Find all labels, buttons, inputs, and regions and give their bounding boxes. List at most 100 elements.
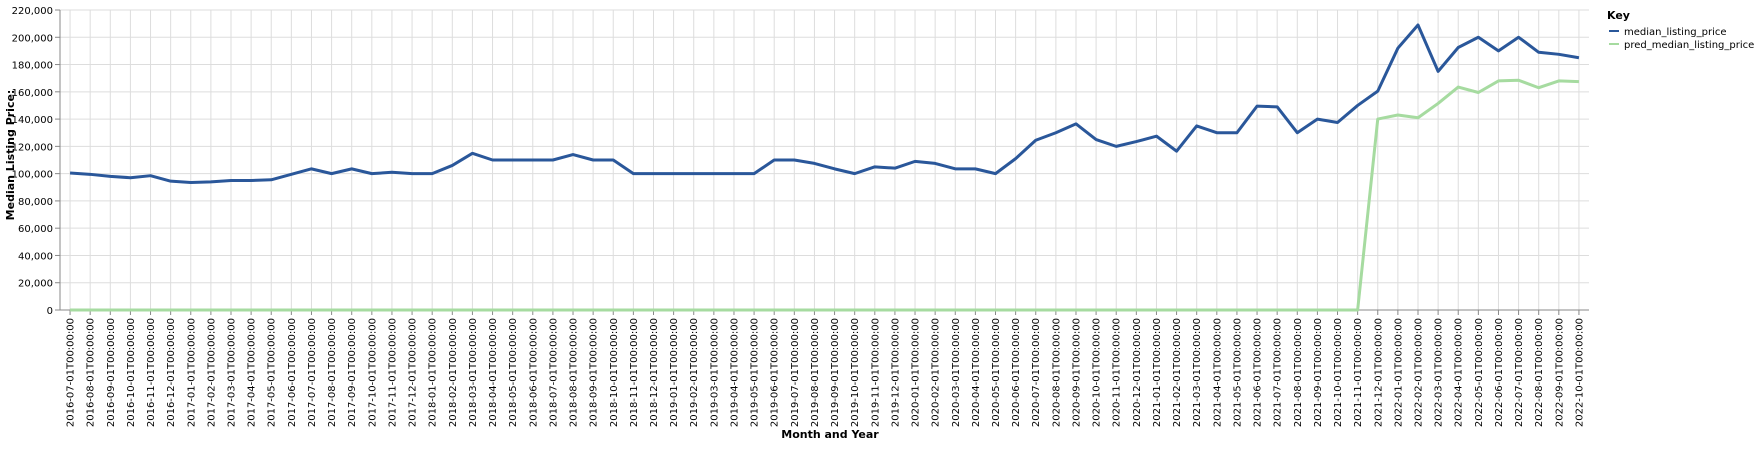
x-tick-label: 2020-03-01T00:00:00 — [951, 318, 962, 427]
legend: Key median_listing_price pred_median_list… — [1607, 9, 1754, 51]
axis-labels: Month and Year Median Listing Price: — [4, 90, 879, 441]
x-tick-label: 2022-02-01T00:00:00 — [1413, 318, 1424, 427]
x-tick-label: 2020-11-01T00:00:00 — [1112, 318, 1123, 427]
x-tick-label: 2021-10-01T00:00:00 — [1333, 318, 1344, 427]
x-tick-label: 2018-01-01T00:00:00 — [428, 318, 439, 427]
x-tick-label: 2020-05-01T00:00:00 — [991, 318, 1002, 427]
x-tick-label: 2022-10-01T00:00:00 — [1574, 318, 1585, 427]
x-tick-label: 2018-06-01T00:00:00 — [528, 318, 539, 427]
x-tick-label: 2019-10-01T00:00:00 — [850, 318, 861, 427]
series-line-pred-median-listing-price — [70, 78, 1579, 312]
x-tick-label: 2022-03-01T00:00:00 — [1434, 318, 1445, 427]
y-tick-label: 140,000 — [12, 115, 53, 126]
x-tick-label: 2017-10-01T00:00:00 — [367, 318, 378, 427]
y-axis-title: Median Listing Price: — [4, 90, 17, 221]
gridlines — [60, 9, 1589, 311]
x-tick-label: 2017-06-01T00:00:00 — [287, 318, 298, 427]
x-tick-label: 2021-04-01T00:00:00 — [1212, 318, 1223, 427]
x-axis-title: Month and Year — [781, 428, 879, 441]
x-tick-label: 2021-01-01T00:00:00 — [1152, 318, 1163, 427]
x-tick-label: 2021-06-01T00:00:00 — [1253, 318, 1264, 427]
legend-title: Key — [1607, 9, 1630, 22]
y-tick-label: 40,000 — [18, 251, 53, 262]
x-tick-label: 2017-09-01T00:00:00 — [347, 318, 358, 427]
x-tick-label: 2018-08-01T00:00:00 — [569, 318, 580, 427]
x-tick-label: 2018-12-01T00:00:00 — [649, 318, 660, 427]
legend-label: median_listing_price — [1624, 27, 1727, 38]
x-tick-label: 2019-08-01T00:00:00 — [810, 318, 821, 427]
x-tick-label: 2016-07-01T00:00:00 — [66, 318, 77, 427]
x-tick-label: 2019-11-01T00:00:00 — [870, 318, 881, 427]
x-tick-label: 2020-07-01T00:00:00 — [1031, 318, 1042, 427]
y-tick-label: 100,000 — [12, 170, 53, 181]
x-tick-label: 2018-11-01T00:00:00 — [629, 318, 640, 427]
x-tick-label: 2016-11-01T00:00:00 — [146, 318, 157, 427]
x-tick-label: 2022-09-01T00:00:00 — [1554, 318, 1565, 427]
x-tick-label: 2020-02-01T00:00:00 — [931, 318, 942, 427]
x-tick-label: 2019-07-01T00:00:00 — [790, 318, 801, 427]
x-tick-label: 2018-02-01T00:00:00 — [448, 318, 459, 427]
x-tick-label: 2018-09-01T00:00:00 — [589, 318, 600, 427]
x-tick-label: 2017-03-01T00:00:00 — [227, 318, 238, 427]
legend-entries: median_listing_price pred_median_listing_… — [1609, 27, 1754, 51]
x-tick-label: 2021-03-01T00:00:00 — [1192, 318, 1203, 427]
x-tick-label: 2017-12-01T00:00:00 — [408, 318, 419, 427]
y-tick-label: 120,000 — [12, 142, 53, 153]
x-tick-label: 2017-02-01T00:00:00 — [206, 318, 217, 427]
x-tick-label: 2018-03-01T00:00:00 — [468, 318, 479, 427]
x-tick-label: 2021-08-01T00:00:00 — [1293, 318, 1304, 427]
x-tick-label: 2021-11-01T00:00:00 — [1353, 318, 1364, 427]
x-tick-label: 2022-06-01T00:00:00 — [1494, 318, 1505, 427]
x-tick-label: 2017-08-01T00:00:00 — [327, 318, 338, 427]
x-tick-label: 2020-08-01T00:00:00 — [1051, 318, 1062, 427]
x-tick-label: 2022-04-01T00:00:00 — [1454, 318, 1465, 427]
x-tick-label: 2020-09-01T00:00:00 — [1071, 318, 1082, 427]
x-tick-label: 2018-07-01T00:00:00 — [548, 318, 559, 427]
x-tick-label: 2021-02-01T00:00:00 — [1172, 318, 1183, 427]
x-tick-label: 2021-12-01T00:00:00 — [1373, 318, 1384, 427]
x-tick-label: 2016-12-01T00:00:00 — [166, 318, 177, 427]
x-tick-label: 2016-10-01T00:00:00 — [126, 318, 137, 427]
x-tick-label: 2017-04-01T00:00:00 — [247, 318, 258, 427]
x-tick-label: 2019-04-01T00:00:00 — [729, 318, 740, 427]
x-tick-label: 2019-03-01T00:00:00 — [709, 318, 720, 427]
x-tick-label: 2017-07-01T00:00:00 — [307, 318, 318, 427]
y-tick-label: 160,000 — [12, 88, 53, 99]
x-tick-label: 2019-12-01T00:00:00 — [890, 318, 901, 427]
x-tick-label: 2020-06-01T00:00:00 — [1011, 318, 1022, 427]
x-tick-label: 2021-09-01T00:00:00 — [1313, 318, 1324, 427]
series-line-median-listing-price — [69, 23, 1580, 184]
x-tick-label: 2016-09-01T00:00:00 — [106, 318, 117, 427]
y-tick-label: 80,000 — [18, 197, 53, 208]
series-lines — [69, 23, 1580, 312]
y-tick-label: 60,000 — [18, 224, 53, 235]
x-tick-label: 2018-05-01T00:00:00 — [508, 318, 519, 427]
x-tick-label: 2016-08-01T00:00:00 — [86, 318, 97, 427]
y-tick-label: 0 — [47, 306, 53, 317]
x-tick-label: 2019-01-01T00:00:00 — [669, 318, 680, 427]
x-tick-label: 2019-09-01T00:00:00 — [830, 318, 841, 427]
x-tick-label: 2018-10-01T00:00:00 — [609, 318, 620, 427]
x-tick-label: 2017-01-01T00:00:00 — [186, 318, 197, 427]
legend-label: pred_median_listing_price — [1624, 40, 1754, 51]
x-tick-label: 2020-01-01T00:00:00 — [911, 318, 922, 427]
y-tick-label: 180,000 — [12, 61, 53, 72]
x-tick-label: 2017-05-01T00:00:00 — [267, 318, 278, 427]
y-tick-label: 220,000 — [12, 6, 53, 17]
x-tick-label: 2019-02-01T00:00:00 — [689, 318, 700, 427]
x-tick-label: 2020-10-01T00:00:00 — [1092, 318, 1103, 427]
x-tick-label: 2022-08-01T00:00:00 — [1534, 318, 1545, 427]
x-tick-label: 2021-07-01T00:00:00 — [1273, 318, 1284, 427]
x-tick-label: 2019-05-01T00:00:00 — [750, 318, 761, 427]
x-tick-label: 2022-07-01T00:00:00 — [1514, 318, 1525, 427]
x-tick-label: 2022-01-01T00:00:00 — [1393, 318, 1404, 427]
x-tick-label: 2018-04-01T00:00:00 — [488, 318, 499, 427]
y-tick-label: 200,000 — [12, 33, 53, 44]
x-tick-label: 2017-11-01T00:00:00 — [387, 318, 398, 427]
x-tick-label: 2022-05-01T00:00:00 — [1474, 318, 1485, 427]
x-tick-label: 2020-04-01T00:00:00 — [971, 318, 982, 427]
x-tick-label: 2019-06-01T00:00:00 — [770, 318, 781, 427]
y-tick-label: 20,000 — [18, 279, 53, 290]
